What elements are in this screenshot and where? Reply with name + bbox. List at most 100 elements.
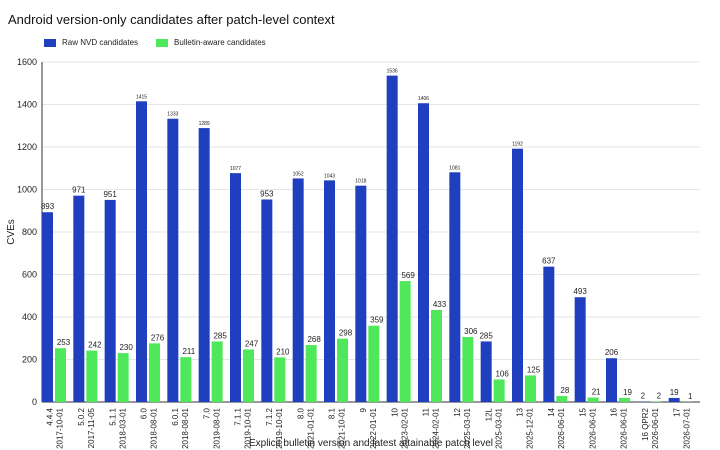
data-label-bulletin: 21 [592, 388, 601, 397]
x-tick-label-version: 13 [516, 407, 525, 416]
x-tick-label-date: 2026-06-01 [588, 407, 597, 448]
x-tick-label-version: 12L [484, 407, 493, 421]
bar-raw [230, 173, 241, 402]
bar-bulletin [556, 396, 568, 402]
data-label-bulletin: 210 [276, 347, 290, 356]
x-tick-label-version: 5.1.1 [108, 407, 117, 425]
x-tick-label-version: 9 [359, 407, 368, 412]
data-label-bulletin: 359 [370, 316, 384, 325]
y-axis-label: CVEs [6, 219, 17, 245]
y-tick-label: 200 [22, 355, 37, 365]
x-axis-label: Explicit bulletin version and latest att… [249, 438, 493, 449]
bar-raw [480, 341, 492, 402]
data-label-raw: 19 [670, 388, 679, 397]
bar-bulletin [243, 349, 254, 402]
x-tick-label-version: 15 [578, 407, 587, 416]
data-label-bulletin: 230 [119, 343, 133, 352]
bar-bulletin [619, 397, 630, 402]
bar-bulletin [431, 309, 442, 402]
data-label-raw: 493 [573, 287, 587, 296]
x-tick-label-date: 2017-11-05 [87, 407, 96, 448]
bar-raw [668, 397, 680, 402]
data-label-bulletin: 306 [464, 327, 478, 336]
bar-raw [167, 118, 179, 403]
data-label-bulletin: 268 [307, 335, 321, 344]
data-label-bulletin: 253 [57, 338, 71, 347]
x-tick-label-date: 2021-01-01 [306, 407, 315, 448]
x-tick-label-version: 6.0 [140, 407, 149, 419]
data-label-bulletin: 298 [339, 329, 353, 338]
y-tick-label: 400 [22, 312, 37, 322]
x-tick-label-version: 8.0 [296, 407, 305, 419]
x-tick-label-date: 2026-06-01 [651, 407, 660, 448]
x-tick-label-date: 2026-06-01 [557, 407, 566, 448]
x-tick-label-version: 11 [422, 407, 431, 416]
bar-bulletin [55, 348, 66, 402]
bar-bulletin [587, 397, 599, 402]
x-tick-label-date: 2025-03-01 [494, 407, 503, 448]
data-label-raw: 1536 [387, 69, 398, 75]
bar-raw [292, 178, 304, 402]
y-tick-label: 1600 [17, 57, 37, 67]
data-label-raw: 1052 [293, 171, 304, 177]
bar-bulletin [149, 343, 160, 402]
x-tick-label-version: 7.1.1 [234, 407, 243, 425]
bar-raw [73, 195, 85, 402]
data-label-raw: 893 [41, 202, 55, 211]
x-tick-label-version: 17 [672, 407, 681, 416]
data-label-bulletin: 285 [213, 331, 227, 340]
data-label-bulletin: 2 [657, 392, 662, 401]
bar-bulletin [180, 357, 192, 402]
data-label-raw: 971 [72, 186, 86, 195]
data-label-bulletin: 19 [623, 388, 632, 397]
bar-bulletin [525, 375, 536, 402]
bar-bulletin [462, 336, 474, 402]
data-label-bulletin: 125 [527, 365, 541, 374]
y-tick-label: 800 [22, 227, 37, 237]
legend: Raw NVD candidates Bulletin-aware candid… [44, 38, 266, 47]
bar-raw [324, 180, 335, 402]
data-label-raw: 951 [103, 190, 117, 199]
x-tick-label-date: 2026-06-01 [620, 407, 629, 448]
x-tick-label-version: 16 QPR2 [641, 407, 650, 440]
bar-bulletin [305, 345, 317, 402]
bar-bulletin [211, 341, 223, 402]
bar-bulletin [493, 379, 505, 402]
y-tick-label: 600 [22, 270, 37, 280]
data-label-bulletin: 211 [182, 347, 195, 356]
bar-raw [42, 212, 53, 402]
x-tick-label-version: 8.1 [328, 407, 337, 419]
data-label-bulletin: 106 [495, 369, 509, 378]
x-tick-label-version: 12 [453, 407, 462, 416]
data-label-raw: 206 [605, 348, 619, 357]
data-label-bulletin: 276 [151, 333, 165, 342]
bar-raw [512, 148, 523, 402]
x-tick-label-date: 2024-02-01 [432, 407, 441, 448]
legend-swatch-raw [44, 38, 56, 47]
data-label-raw: 953 [260, 189, 274, 198]
x-tick-label-version: 10 [390, 407, 399, 416]
data-label-raw: 1018 [355, 179, 366, 185]
x-tick-label-date: 2019-10-01 [244, 407, 253, 448]
bar-raw [386, 75, 398, 402]
x-tick-label-date: 2021-10-01 [338, 407, 347, 448]
data-label-raw: 1081 [449, 165, 460, 171]
data-label-raw: 1333 [167, 112, 178, 118]
y-tick-label: 1000 [17, 185, 37, 195]
chart-title: Android version-only candidates after pa… [8, 12, 335, 27]
bar-raw [355, 185, 367, 402]
legend-label-bulletin: Bulletin-aware candidates [174, 38, 266, 47]
x-tick-label-version: 14 [547, 407, 556, 416]
bar-raw [606, 358, 617, 402]
x-tick-label-date: 2019-10-01 [275, 407, 284, 448]
x-tick-label-date: 2017-10-01 [56, 407, 65, 448]
bar-raw [418, 103, 429, 402]
legend-item-raw: Raw NVD candidates [44, 38, 138, 47]
x-tick-label-date: 2019-08-01 [212, 407, 221, 448]
bar-bulletin [274, 357, 286, 402]
x-tick-label-date: 2018-08-01 [150, 407, 159, 448]
bar-raw [198, 128, 210, 402]
bar-raw [543, 266, 555, 402]
bar-bulletin [337, 338, 348, 402]
